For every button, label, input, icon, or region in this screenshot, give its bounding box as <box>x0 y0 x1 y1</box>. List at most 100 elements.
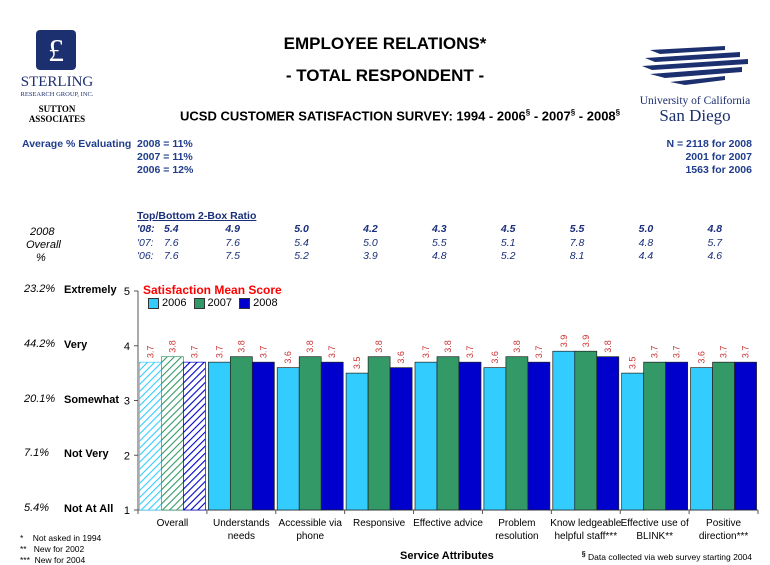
survey-title-mark3: § <box>615 108 621 117</box>
bar-2007 <box>298 356 322 511</box>
bar-2008 <box>596 356 620 511</box>
ratio-row-label-08: '08: <box>137 223 155 235</box>
ratio-value: 7.6 <box>164 237 179 249</box>
category-label: Responsive <box>353 518 406 529</box>
survey-title-part3: - 2008 <box>575 108 616 124</box>
data-label-2007: 3.8 <box>236 340 246 353</box>
legend-label-2007: 2007 <box>207 297 233 309</box>
data-label-2008: 3.7 <box>534 346 544 359</box>
ratio-row-label-06: '06: <box>137 250 154 262</box>
ratio-value: 4.6 <box>707 250 723 262</box>
category-label: needs <box>228 531 255 542</box>
data-label-2007: 3.8 <box>443 340 453 353</box>
logo-name-research: RESEARCH GROUP, INC. <box>20 91 94 98</box>
legend-item-2006: 2006 <box>148 297 186 309</box>
x-axis-title: Service Attributes <box>400 550 494 562</box>
category-label: Overall <box>157 518 189 529</box>
footnote-3: *** New for 2004 <box>20 555 86 565</box>
data-label-2008: 3.7 <box>189 346 199 359</box>
ratio-left-label-2: Overall <box>26 239 61 251</box>
chart-title: Satisfaction Mean Score <box>143 283 282 297</box>
ratio-value: 4.3 <box>432 223 447 235</box>
logo-name-sterling: STERLING <box>20 74 94 90</box>
footnote-2: ** New for 2002 <box>20 544 85 554</box>
ratio-value: 4.8 <box>432 250 447 262</box>
ratio-value: 7.8 <box>569 237 585 249</box>
data-label-2007: 3.8 <box>305 340 315 353</box>
bar-2008 <box>183 361 206 511</box>
ratio-left-label-3: % <box>36 252 46 264</box>
scale-percent: 23.2% <box>24 283 56 295</box>
bar-2007 <box>161 356 184 511</box>
data-label-2006: 3.7 <box>421 346 431 359</box>
category-label: phone <box>296 531 324 542</box>
data-label-2008: 3.7 <box>258 346 268 359</box>
legend-label-2006: 2006 <box>162 297 187 309</box>
bar-2007 <box>574 350 598 511</box>
survey-title: UCSD CUSTOMER SATISFACTION SURVEY: 1994 … <box>180 108 620 123</box>
ratio-value: 7.6 <box>225 237 240 249</box>
sample-size-2006: 1563 for 2006 <box>685 164 752 176</box>
ratio-value: 4.2 <box>363 223 378 235</box>
ratio-value: 4.4 <box>638 250 654 262</box>
y-tick-label: 4 <box>124 341 130 353</box>
data-label-2006: 3.7 <box>214 346 224 359</box>
bar-2008 <box>320 361 344 511</box>
footnote-web: § Data collected via web survey starting… <box>582 551 752 562</box>
data-label-2007: 3.7 <box>719 346 729 359</box>
scale-percent: 44.2% <box>24 337 56 350</box>
bar-2006 <box>552 350 576 511</box>
page-title: EMPLOYEE RELATIONS* <box>283 34 487 53</box>
bar-2006 <box>690 367 713 511</box>
category-label: resolution <box>495 531 538 542</box>
footnote-web-mark: § <box>581 551 586 558</box>
ratio-left-label-1: 2008 <box>30 226 55 238</box>
data-label-2008: 3.6 <box>396 351 406 364</box>
ratio-title: Top/Bottom 2-Box Ratio <box>137 210 257 222</box>
ucsd-line1: University of California <box>639 95 751 107</box>
footnote-web-text: Data collected via web survey starting 2… <box>588 551 752 562</box>
scale-label: Extremely <box>64 284 117 296</box>
bar-2007 <box>367 356 391 511</box>
scale-percent: 5.4% <box>24 502 50 514</box>
data-label-2008: 3.7 <box>741 346 751 359</box>
data-label-2007: 3.8 <box>167 340 177 353</box>
ratio-value: 5.0 <box>638 223 654 235</box>
data-label-2006: 3.5 <box>628 357 638 370</box>
ucsd-line2: San Diego <box>659 106 731 125</box>
ratio-value: 4.8 <box>638 237 654 249</box>
scale-label: Somewhat <box>64 393 120 406</box>
ratio-value: 5.7 <box>707 237 723 249</box>
survey-title-mark2: § <box>570 108 576 117</box>
page-subtitle: - TOTAL RESPONDENT - <box>285 66 485 85</box>
bar-2008 <box>527 361 551 511</box>
bar-2007 <box>712 361 735 511</box>
bar-2007 <box>229 356 253 511</box>
logo-name-associates: ASSOCIATES <box>28 114 86 124</box>
avg-evaluating-2007: 2007 = 11% <box>137 151 193 163</box>
data-label-2007: 3.8 <box>512 340 522 353</box>
avg-evaluating-2006: 2006 = 12% <box>137 164 194 176</box>
category-label: Effective use of <box>621 518 689 529</box>
bar-2006 <box>345 372 369 511</box>
data-label-2008: 3.7 <box>327 346 337 359</box>
ratio-value: 5.1 <box>500 237 516 249</box>
ratio-value: 7.5 <box>225 250 240 262</box>
logo-name-sutton: SUTTON <box>38 104 76 114</box>
sample-size-2008: N = 2118 for 2008 <box>666 138 752 150</box>
ratio-value: 4.8 <box>707 223 723 235</box>
bar-2007 <box>436 356 460 511</box>
legend-swatch-2006 <box>148 297 159 309</box>
ratio-value: 5.2 <box>294 250 309 262</box>
ucsd-logo: University of California San Diego <box>630 40 760 125</box>
bar-2008 <box>251 361 275 511</box>
legend-swatch-2007 <box>193 297 205 309</box>
survey-title-mark1: § <box>525 108 531 117</box>
footnote-1: * Not asked in 1994 <box>20 533 102 543</box>
category-label: direction*** <box>699 531 749 542</box>
bar-2008 <box>665 361 689 511</box>
data-label-2007: 3.7 <box>650 346 660 359</box>
data-label-2007: 3.8 <box>374 340 384 353</box>
scale-label: Not Very <box>64 448 109 461</box>
pound-emblem-icon: £ <box>36 30 76 70</box>
